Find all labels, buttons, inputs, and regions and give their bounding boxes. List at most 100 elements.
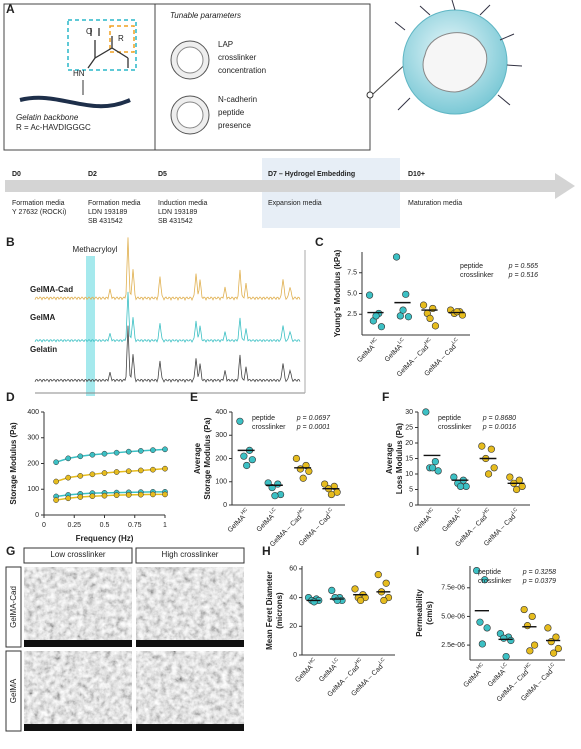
point: [240, 452, 248, 460]
day-label: D2: [88, 171, 97, 178]
y-tick-label: 300: [215, 432, 227, 439]
point: [428, 464, 437, 472]
y-tick-label: 15: [405, 455, 413, 462]
point: [382, 579, 390, 587]
y-axis-label: Average: [193, 442, 202, 474]
point: [333, 596, 341, 605]
y-tick-label: 25: [405, 424, 413, 431]
annotation-label: crosslinker: [460, 272, 494, 279]
category: GelMA: [462, 669, 482, 689]
point: [137, 448, 144, 454]
y-tick-label: 0: [223, 502, 227, 509]
param-text: LAP: [218, 40, 233, 49]
param-icons: [170, 40, 210, 135]
category-sup: HC: [523, 662, 533, 672]
category: GelMA – Cad: [298, 513, 332, 547]
y-tick-label: 20: [289, 623, 297, 630]
series-line: [55, 448, 166, 463]
point: [321, 480, 329, 488]
point: [125, 448, 132, 455]
category-sup: LC: [451, 337, 460, 346]
point: [500, 634, 508, 642]
point: [89, 451, 96, 458]
param-text: peptide: [218, 108, 245, 117]
category-sup: HC: [240, 507, 250, 517]
y-tick-label: 7.5e-06: [441, 585, 465, 592]
category: GelMA: [413, 514, 433, 534]
annotation-value: p = 0.0016: [482, 424, 516, 431]
panel-letter: H: [262, 544, 271, 558]
x-tick-label: 0: [42, 522, 46, 529]
y-axis-label: (cm/s): [425, 601, 434, 625]
category: GelMA: [384, 343, 404, 363]
point: [520, 605, 528, 614]
point: [507, 636, 515, 645]
category-sup: LC: [454, 507, 463, 516]
x-tick-label: 0.75: [128, 522, 142, 529]
atom-label: O: [86, 27, 92, 36]
backbone: [19, 95, 131, 109]
y-tick-label: 30: [405, 409, 413, 416]
step-text: SB 431542: [88, 218, 123, 225]
point: [484, 470, 493, 478]
category: GelMA: [441, 513, 461, 533]
annotation-label: peptide: [252, 415, 275, 422]
point: [392, 253, 401, 261]
y-tick-label: 5.0e-06: [441, 613, 465, 620]
y-tick-label: 0: [293, 652, 297, 659]
r-box: [109, 25, 135, 53]
point: [456, 482, 465, 491]
point: [528, 612, 536, 621]
trace-gelatin: [34, 325, 301, 383]
timeline-arrow: [5, 173, 575, 199]
step-text: Maturation media: [408, 200, 462, 207]
y-tick-label: 200: [27, 460, 39, 467]
point: [53, 497, 59, 503]
annotation-label: crosslinker: [252, 424, 286, 431]
point: [402, 290, 410, 298]
point: [150, 447, 156, 453]
x-tick-label: GelMALC: [254, 507, 281, 534]
trace-gelma-cad: [34, 237, 301, 302]
y-tick-label: 5: [409, 486, 413, 493]
point: [77, 453, 84, 460]
x-tick-label: 0.5: [100, 522, 110, 529]
category: GelMA: [255, 513, 275, 533]
category: GelMA: [487, 668, 507, 688]
y-tick-label: 100: [215, 479, 227, 486]
point: [365, 291, 374, 299]
y-tick-label: 300: [27, 435, 39, 442]
molecule: [87, 28, 129, 69]
x-tick-label: GelMALC: [382, 337, 409, 364]
step-text: Formation media: [88, 200, 141, 207]
row-header: GelMA-Cad: [9, 586, 18, 628]
category-sup: LC: [331, 657, 340, 666]
point: [101, 470, 108, 476]
y-axis-label: Storage Modulus (Pa): [203, 417, 212, 500]
methacryloyl-band: [86, 256, 95, 396]
point: [404, 313, 413, 321]
r-group-label: R = Ac-HAVDIGGGC: [16, 123, 91, 132]
point: [476, 618, 484, 626]
point: [101, 450, 108, 457]
point: [356, 596, 365, 605]
point: [547, 638, 555, 646]
point: [236, 417, 244, 425]
param-text: crosslinker: [218, 53, 257, 62]
category-sup: LC: [378, 657, 387, 666]
point: [478, 640, 486, 648]
panel-letter: E: [190, 390, 198, 404]
point: [89, 471, 96, 478]
annotation-value: p = 0.0001: [296, 424, 330, 431]
step-text: LDN 193189: [158, 209, 197, 216]
annotation-value: p = 0.565: [508, 263, 538, 270]
step-text: Induction media: [158, 200, 208, 207]
params-title: Tunable parameters: [170, 11, 241, 20]
sem-grid: [5, 547, 245, 732]
annotation-label: crosslinker: [438, 424, 472, 431]
y-tick-label: 2.5: [347, 311, 357, 318]
category-sup: HC: [354, 657, 364, 667]
point: [549, 649, 558, 657]
day-label: D5: [158, 171, 167, 178]
